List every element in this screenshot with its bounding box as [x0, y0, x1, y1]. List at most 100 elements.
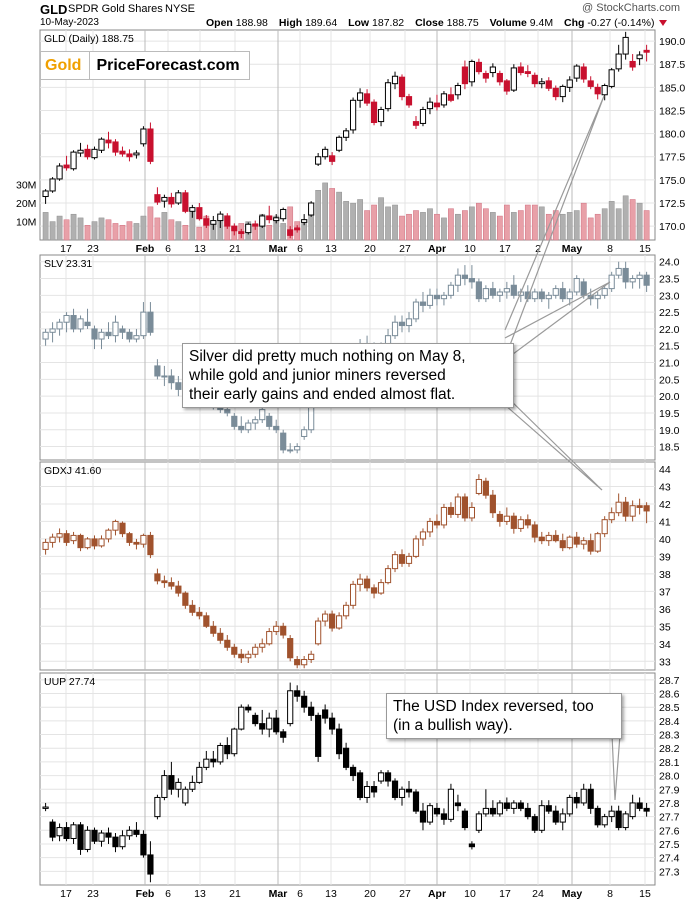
uup-candle-body: [594, 807, 601, 826]
slv-panel-label: SLV 23.31: [44, 258, 92, 270]
slv-ytick-label: 22.0: [659, 324, 680, 336]
gld-volume-bar: [559, 213, 566, 241]
gld-volume-bar: [42, 212, 49, 241]
gdxj-candle-body: [112, 520, 119, 531]
uup-candle-body: [301, 695, 308, 708]
gdxj-candle-body: [454, 496, 462, 515]
uup-ytick-label: 28.5: [659, 702, 680, 714]
slv-candle-body: [105, 331, 112, 337]
uup-xtick-label: 17: [499, 888, 511, 900]
gdxj-candle-body: [91, 538, 98, 547]
gld-candle-body: [468, 60, 475, 83]
uup-candle-body: [475, 813, 482, 831]
gdxj-candle-body: [601, 519, 608, 535]
uup-candle-body: [601, 816, 608, 826]
uup-candle-body: [426, 805, 434, 823]
gld-volume-bar: [322, 182, 328, 241]
gdxj-candle-body: [475, 478, 482, 494]
slv-candle-body: [63, 314, 70, 323]
gld-volume-bar: [280, 223, 287, 241]
uup-candle-body: [336, 728, 343, 755]
gld-candle-body: [559, 85, 566, 98]
gdxj-candle-body: [482, 480, 489, 496]
usd-callout: The USD Index reversed, too (in a bullis…: [386, 693, 622, 739]
slv-candle-body: [266, 415, 273, 427]
gld-volume-bar: [315, 190, 321, 241]
gld-candle-body: [384, 82, 392, 110]
gdxj-candle-body: [489, 494, 496, 514]
slv-candle-body: [84, 321, 91, 327]
uup-candle-body: [377, 772, 385, 782]
gdxj-candle-body: [105, 529, 112, 540]
gdxj-candle-body: [524, 519, 531, 526]
gld-candle-body: [217, 213, 224, 222]
gld-candle-body: [231, 225, 238, 232]
gld-candle-body: [147, 128, 154, 162]
uup-candle-body: [84, 829, 91, 850]
gld-xtick-label: 8: [607, 243, 613, 255]
gld-volume-bar: [364, 210, 370, 241]
slv-candle-body: [419, 301, 427, 306]
uup-xtick-label: Apr: [428, 888, 446, 900]
uup-candle-body: [461, 810, 469, 829]
gld-xtick-label: Feb: [136, 243, 155, 255]
uup-candle-body: [566, 796, 573, 815]
gdxj-candle-body: [356, 578, 364, 585]
uup-xtick-label: 13: [325, 888, 337, 900]
gld-xtick-label: 20: [364, 243, 376, 255]
gdxj-ytick-label: 43: [659, 481, 671, 493]
gld-ytick-label: 182.5: [659, 105, 685, 117]
uup-panel-label: UUP 27.74: [44, 676, 95, 688]
gld-volume-bar: [517, 210, 524, 241]
slv-ytick-label: 23.0: [659, 290, 680, 302]
gld-volume-bar: [399, 215, 405, 241]
gld-volume-bar: [580, 202, 587, 241]
volume-value: 9.4M: [529, 17, 554, 29]
gld-candle-body: [56, 165, 63, 180]
gld-volume-bar: [119, 225, 126, 241]
uup-candle-body: [538, 805, 545, 831]
gdxj-candle-body: [433, 520, 441, 526]
uup-ytick-label: 28.2: [659, 743, 680, 755]
uup-candle-body: [315, 714, 322, 757]
gld-candle-body: [566, 79, 573, 88]
usd-callout-pointer: [611, 734, 621, 801]
gdxj-candle-body: [217, 632, 224, 641]
close-value: 188.75: [446, 17, 479, 29]
slv-candle-body: [56, 321, 63, 330]
source-credit[interactable]: @ StockCharts.com: [582, 2, 680, 14]
slv-candle-body: [580, 281, 587, 296]
gdxj-candle-body: [70, 534, 77, 542]
silver-callout-line-2: while gold and junior miners reversed: [189, 367, 446, 384]
exchange: NYSE: [165, 3, 195, 15]
slv-ytick-label: 19.0: [659, 425, 680, 437]
uup-ytick-label: 27.3: [659, 866, 680, 878]
gld-volume-bar: [608, 201, 615, 241]
uup-candle-body: [126, 829, 133, 837]
gld-volume-bar: [538, 206, 545, 241]
uup-candle-body: [182, 788, 189, 804]
uup-candle-body: [545, 805, 552, 812]
gdxj-candle-body: [49, 536, 56, 543]
gld-candle-body: [643, 49, 650, 53]
gdxj-candle-body: [552, 534, 559, 542]
gld-candle-body: [70, 151, 77, 170]
gld-candle-body: [245, 223, 252, 234]
gld-candle-body: [636, 54, 643, 60]
gdxj-candle-body: [468, 506, 475, 519]
gld-candle-body: [440, 93, 448, 106]
gld-volume-bar: [133, 223, 140, 241]
gld-ytick-label: 170.0: [659, 221, 685, 233]
gdxj-candle-body: [384, 568, 392, 584]
uup-candle-body: [98, 832, 105, 842]
slv-candle-body: [280, 432, 287, 451]
gld-candle-body: [112, 141, 119, 153]
gld-volume-bar: [301, 223, 308, 241]
gdxj-candle-body: [580, 540, 587, 545]
gdxj-candle-body: [363, 578, 371, 589]
gld-xtick-label: 23: [87, 243, 99, 255]
uup-candle-body: [419, 810, 427, 823]
gld-candle-body: [587, 80, 594, 87]
gld-candle-body: [224, 215, 231, 227]
uup-ytick-label: 28.0: [659, 771, 680, 783]
